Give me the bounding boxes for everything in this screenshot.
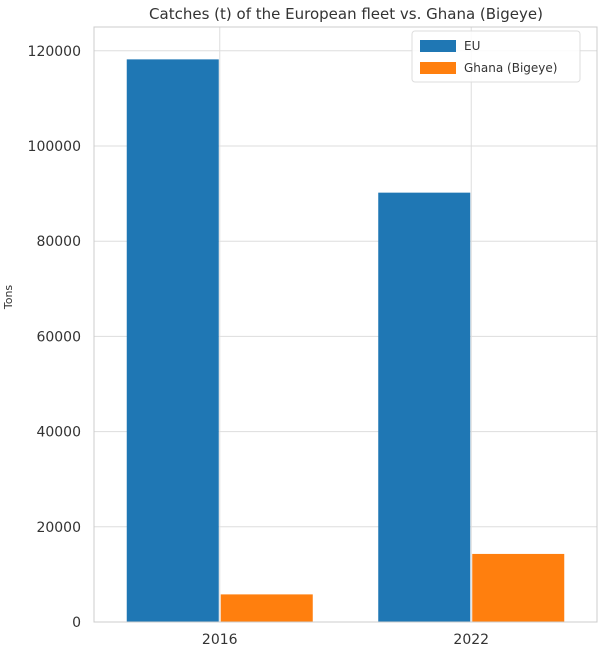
legend-label: EU (464, 39, 480, 53)
y-tick-label: 120000 (28, 44, 81, 60)
bar-eu-2022 (378, 192, 471, 622)
legend-swatch (420, 62, 456, 74)
legend: EU Ghana (Bigeye) (411, 30, 581, 83)
y-tick-label: 60000 (36, 329, 81, 345)
y-tick-label: 0 (72, 615, 81, 631)
y-tick-label: 20000 (36, 520, 81, 536)
ticks: 0 20000 40000 60000 80000 100000 120000 2016 202… (28, 44, 490, 648)
chart-title: Catches (t) of the European fleet vs. Gh… (149, 5, 543, 23)
y-tick-label: 40000 (36, 425, 81, 441)
legend-swatch (420, 40, 456, 52)
y-tick-label: 100000 (28, 139, 81, 155)
y-axis-label: Tons (2, 285, 15, 311)
bar-ghana-bigeye--2022 (472, 553, 565, 622)
bars (126, 59, 565, 623)
bar-eu-2016 (126, 59, 219, 623)
x-tick-label: 2016 (202, 632, 238, 648)
y-tick-label: 80000 (36, 234, 81, 250)
legend-label: Ghana (Bigeye) (464, 61, 557, 75)
x-tick-label: 2022 (453, 632, 489, 648)
axes (93, 26, 598, 623)
bar-ghana-bigeye--2016 (220, 594, 313, 622)
plot-frame (93, 26, 598, 623)
